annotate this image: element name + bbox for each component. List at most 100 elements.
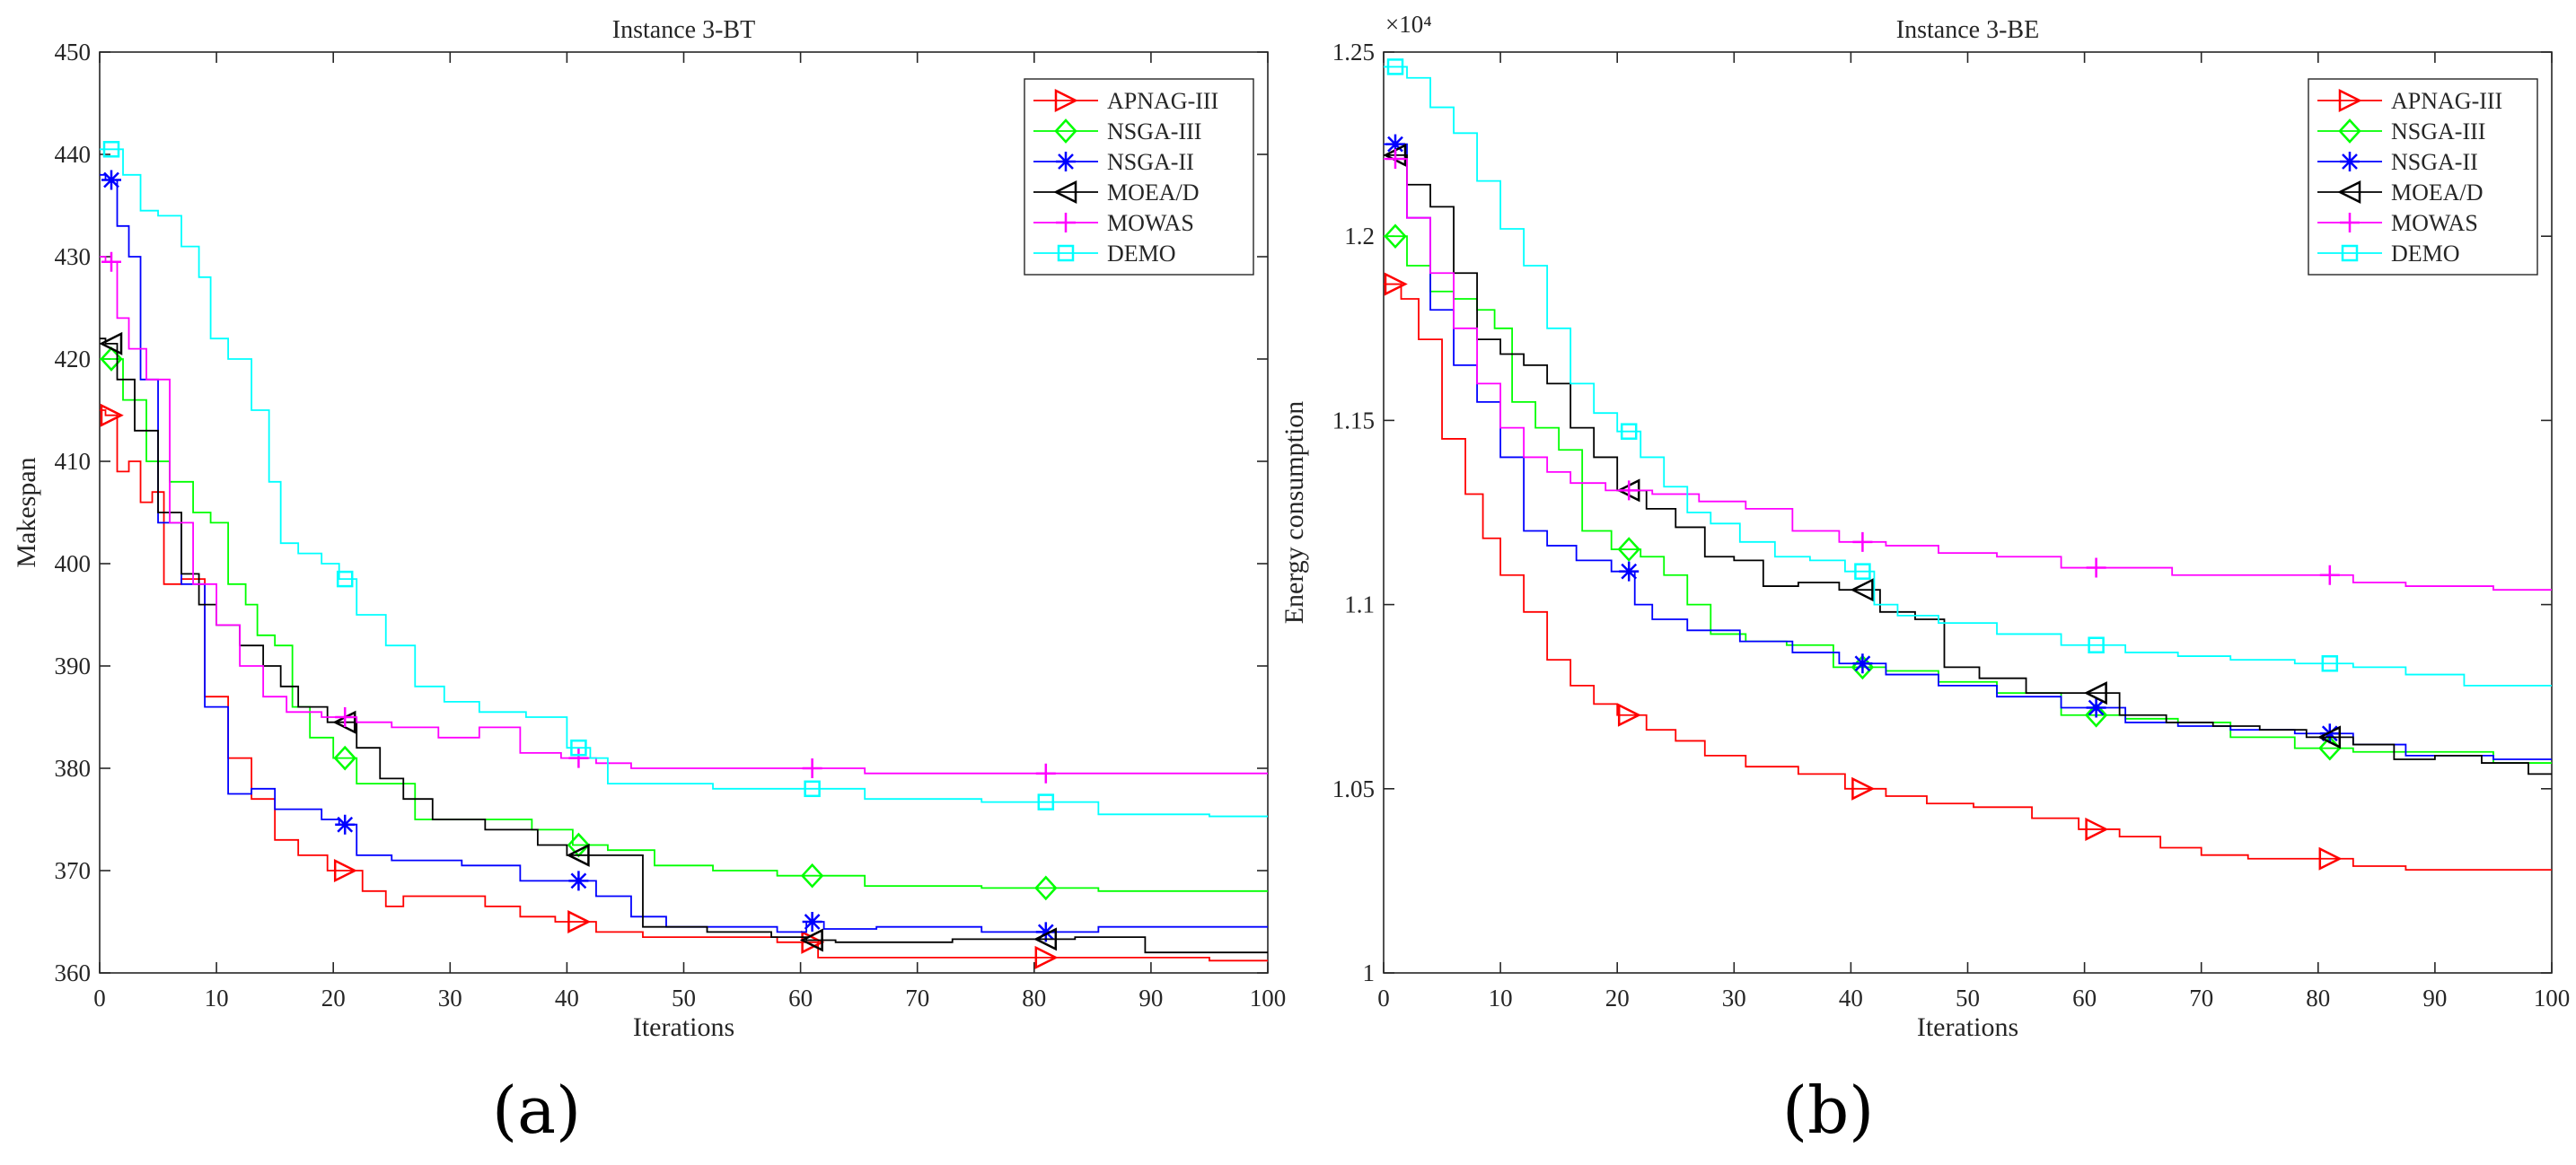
data-point-moea-d — [100, 331, 123, 355]
y-tick-label: 370 — [55, 857, 92, 884]
legend-item-nsga-iii: NSGA-III — [2317, 118, 2485, 145]
data-point-nsga-ii — [2086, 697, 2106, 718]
data-point-nsga-iii — [800, 863, 824, 889]
y-axis-exponent: ×10⁴ — [1385, 11, 1432, 38]
data-point-mowas — [1852, 531, 1873, 552]
legend-label: APNAG-III — [1107, 88, 1218, 114]
data-point-demo — [336, 570, 354, 588]
legend-item-nsga-ii: NSGA-II — [1033, 149, 1194, 175]
legend-label: NSGA-III — [1107, 118, 1201, 145]
series-line-mowas — [100, 256, 1268, 775]
data-point-apnag-iii — [801, 930, 825, 954]
panel-label-a: (a) — [492, 1073, 582, 1148]
y-tick-label: 380 — [55, 755, 92, 782]
panel-label-b: (b) — [1782, 1073, 1875, 1148]
data-point-apnag-iii — [2085, 817, 2109, 841]
chart-title: Instance 3-BE — [1896, 16, 2039, 44]
x-tick-label: 70 — [905, 985, 929, 1012]
legend-item-moea-d: MOEA/D — [1033, 180, 1200, 206]
data-point-nsga-iii — [1617, 537, 1640, 562]
legend-item-demo: DEMO — [2317, 241, 2460, 267]
y-tick-label: 360 — [55, 959, 92, 986]
legend-label: MOWAS — [1107, 210, 1194, 236]
x-axis-label: Iterations — [633, 1012, 734, 1042]
legend-label: NSGA-II — [1107, 149, 1194, 175]
y-tick-label: 400 — [55, 550, 92, 577]
legend-box — [1024, 78, 1254, 276]
y-tick-label: 430 — [55, 243, 92, 270]
x-tick-label: 10 — [205, 985, 229, 1012]
y-tick-label: 1.15 — [1332, 407, 1375, 434]
legend-marker — [1057, 244, 1075, 262]
legend-label: MOEA/D — [1107, 180, 1200, 206]
data-point-apnag-iii — [1384, 272, 1408, 296]
data-point-nsga-ii — [1852, 653, 1873, 674]
x-tick-label: 10 — [1489, 985, 1513, 1012]
x-tick-label: 50 — [1956, 985, 1980, 1012]
data-point-demo — [1386, 58, 1404, 75]
data-point-demo — [2321, 655, 2339, 672]
data-point-nsga-ii — [1385, 134, 1406, 154]
x-tick-label: 80 — [2306, 985, 2330, 1012]
series-demo — [100, 141, 1268, 818]
data-point-apnag-iii — [1617, 703, 1642, 727]
data-point-apnag-iii — [1034, 945, 1059, 969]
series-apnag-iii — [100, 403, 1268, 969]
legend-label: MOWAS — [2391, 210, 2478, 236]
data-point-nsga-ii — [1619, 561, 1640, 582]
data-point-mowas — [2319, 565, 2340, 585]
data-point-demo — [570, 739, 587, 757]
x-tick-label: 30 — [438, 985, 462, 1012]
legend-marker — [2337, 180, 2361, 205]
legend-marker — [2341, 244, 2359, 262]
legend-label: APNAG-III — [2391, 88, 2502, 114]
y-tick-label: 390 — [55, 653, 92, 679]
x-tick-label: 60 — [2072, 985, 2097, 1012]
data-point-mowas — [2086, 557, 2106, 578]
legend: APNAG-III NSGA-III NSGA-II MOEA/D MOWAS DEMO — [2308, 78, 2538, 276]
y-tick-label: 440 — [55, 141, 92, 168]
chart-panel-1: 0 10 20 30 40 50 60 70 80 90 100 360 370 380 390 400 410… — [12, 16, 1286, 1042]
data-point-nsga-iii — [333, 745, 356, 771]
data-point-demo — [2088, 636, 2105, 653]
x-tick-label: 40 — [555, 985, 579, 1012]
data-point-mowas — [568, 748, 589, 768]
data-point-nsga-ii — [802, 912, 822, 932]
series-demo — [1384, 58, 2552, 687]
legend-item-nsga-ii: NSGA-II — [2317, 149, 2478, 175]
x-tick-label: 100 — [2534, 985, 2571, 1012]
x-tick-label: 80 — [1022, 985, 1046, 1012]
data-point-demo — [1037, 793, 1055, 810]
data-point-mowas — [1385, 149, 1406, 170]
legend-marker — [2340, 152, 2360, 171]
x-tick-label: 20 — [321, 985, 346, 1012]
data-point-moea-d — [799, 928, 823, 952]
y-axis-label: Energy consumption — [1279, 401, 1309, 625]
data-point-apnag-iii — [1851, 776, 1876, 801]
legend-item-mowas: MOWAS — [1033, 210, 1194, 236]
x-tick-label: 0 — [93, 985, 106, 1012]
legend-marker — [2340, 213, 2360, 232]
x-tick-label: 40 — [1839, 985, 1863, 1012]
legend-box — [2308, 78, 2538, 276]
data-point-nsga-ii — [568, 871, 589, 891]
x-tick-label: 70 — [2189, 985, 2213, 1012]
data-point-apnag-iii — [100, 403, 124, 427]
data-point-moea-d — [1850, 578, 1874, 602]
series-line-nsga-iii — [1384, 235, 2552, 764]
y-tick-label: 420 — [55, 346, 92, 372]
x-tick-label: 60 — [788, 985, 813, 1012]
series-mowas — [100, 251, 1268, 784]
data-point-nsga-iii — [2084, 702, 2108, 728]
data-point-nsga-ii — [1035, 922, 1056, 942]
series-line-apnag-iii — [1384, 283, 2552, 871]
data-point-nsga-iii — [1384, 223, 1407, 250]
data-point-demo — [1620, 423, 1638, 440]
data-point-demo — [102, 141, 120, 158]
data-point-mowas — [1619, 480, 1640, 501]
data-point-nsga-iii — [1034, 875, 1058, 901]
series-apnag-iii — [1384, 272, 2552, 871]
legend-marker — [1054, 88, 1078, 113]
series-nsga-iii — [1384, 223, 2552, 764]
